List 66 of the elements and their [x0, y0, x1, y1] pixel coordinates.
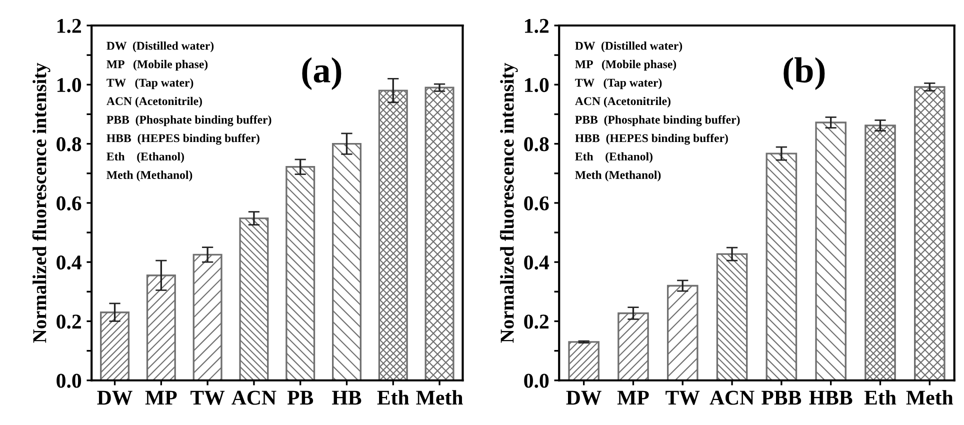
- x-tick-label: MP: [145, 390, 177, 405]
- bar: [568, 341, 600, 380]
- x-tick-label: HB: [332, 390, 362, 405]
- bar: [378, 90, 408, 380]
- bar: [332, 142, 362, 380]
- bar: [716, 253, 748, 380]
- annotation: TW (Tap water): [106, 78, 194, 90]
- bar: [100, 312, 130, 380]
- bar: [424, 86, 454, 380]
- x-tick-label: DW: [97, 390, 132, 405]
- y-tick-label: 0.2: [56, 314, 81, 329]
- annotation: HBB (HEPES binding buffer): [106, 134, 260, 145]
- bar: [239, 217, 269, 380]
- x-tick-label: Meth: [906, 390, 954, 405]
- y-tick-label: 0.8: [56, 137, 82, 152]
- annotation: Eth (Ethanol): [575, 152, 652, 163]
- bar: [286, 166, 316, 380]
- bar: [666, 284, 698, 380]
- y-axis-title: Normalized fluorescence intensity: [500, 62, 518, 343]
- x-tick-label: ACN: [710, 390, 754, 405]
- x-tick-label: TW: [190, 390, 225, 405]
- annotation: ACN (Acetonitrile): [106, 96, 202, 108]
- y-tick-label: 0.6: [524, 196, 549, 210]
- x-tick-label: DW: [566, 390, 602, 405]
- x-tick-label: PB: [287, 390, 314, 405]
- x-tick-label: HBB: [809, 390, 852, 405]
- bar: [766, 152, 798, 380]
- y-tick-label: 1.0: [525, 78, 549, 92]
- y-tick-label: 1.2: [57, 18, 81, 34]
- y-tick-label: 1.0: [57, 78, 82, 92]
- bar: [914, 86, 946, 380]
- annotation: Meth (Methanol): [106, 170, 192, 182]
- text: (b): [784, 57, 825, 90]
- bar: [864, 124, 896, 380]
- y-tick-label: 0.4: [56, 255, 82, 270]
- y-tick-label: 0.8: [524, 137, 549, 152]
- bar: [618, 312, 649, 380]
- x-tick-label: Eth: [377, 390, 410, 405]
- annotation: MP (Mobile phase): [106, 60, 208, 71]
- annotation: DW (Distilled water): [106, 41, 214, 52]
- text: (a): [302, 57, 342, 90]
- x-tick-label: Eth: [864, 390, 896, 405]
- annotation: PBB (Phosphate binding buffer): [106, 115, 272, 126]
- annotation: DW (Distilled water): [575, 41, 682, 52]
- x-tick-label: PBB: [762, 390, 802, 405]
- annotation: MP (Mobile phase): [575, 60, 676, 71]
- bar: [192, 254, 222, 380]
- annotation: HBB (HEPES binding buffer): [575, 134, 728, 145]
- annotation: Meth (Methanol): [575, 170, 661, 182]
- annotation: ACN (Acetonitrile): [575, 96, 670, 108]
- x-tick-label: MP: [617, 390, 649, 405]
- annotation: PBB (Phosphate binding buffer): [575, 115, 740, 126]
- y-tick-label: 1.2: [525, 18, 549, 34]
- y-tick-label: 0.2: [524, 314, 549, 329]
- y-tick-label: 0.6: [56, 196, 82, 210]
- x-tick-label: TW: [666, 390, 700, 405]
- bar: [815, 122, 847, 380]
- bar: [146, 274, 176, 380]
- y-tick-label: 0.0: [56, 374, 82, 388]
- x-tick-label: ACN: [232, 390, 276, 405]
- annotation: Eth (Ethanol): [106, 152, 184, 163]
- y-tick-label: 0.0: [524, 374, 549, 388]
- y-axis-title: Normalized fluorescence intensity: [32, 62, 50, 343]
- y-tick-label: 0.4: [524, 255, 550, 270]
- annotation: TW (Tap water): [575, 78, 662, 90]
- x-tick-label: Meth: [416, 390, 463, 405]
